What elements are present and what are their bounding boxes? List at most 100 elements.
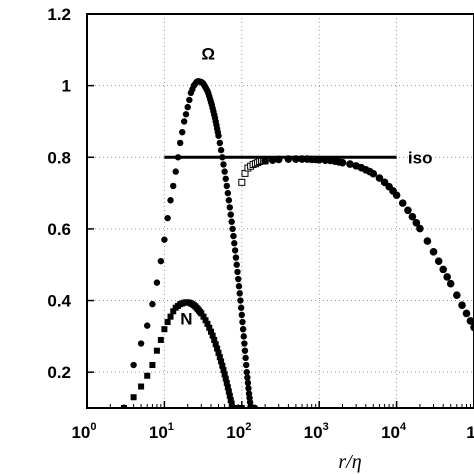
data-point <box>243 361 250 369</box>
data-point <box>241 340 248 347</box>
data-point <box>408 212 417 221</box>
data-point <box>153 347 160 354</box>
data-point <box>206 324 213 331</box>
data-point <box>130 394 137 401</box>
x-tick-label: 102 <box>226 421 251 442</box>
y-tick-label: 0.8 <box>47 148 71 167</box>
data-point <box>164 214 171 222</box>
data-point <box>223 379 230 386</box>
data-point <box>186 96 193 104</box>
data-point <box>338 158 347 167</box>
data-point <box>398 199 407 207</box>
x-tick-label: 101 <box>149 421 174 442</box>
data-point <box>235 283 243 290</box>
data-point <box>161 236 168 243</box>
data-point <box>220 367 227 374</box>
data-point <box>439 265 447 274</box>
data-point <box>392 191 401 200</box>
data-point <box>239 326 247 333</box>
data-point <box>238 178 246 186</box>
data-point <box>242 354 249 362</box>
data-point <box>369 169 378 178</box>
data-point <box>137 340 145 347</box>
data-point <box>232 254 240 261</box>
data-point <box>234 268 241 276</box>
data-point <box>416 224 424 233</box>
data-point <box>212 341 219 348</box>
data-point <box>200 313 207 320</box>
data-point <box>233 261 240 268</box>
x-tick-label: 104 <box>381 421 407 442</box>
data-point <box>235 275 242 283</box>
data-point <box>434 257 443 265</box>
data-point <box>412 219 421 227</box>
data-point <box>157 336 164 343</box>
data-point <box>375 174 384 182</box>
data-point <box>228 400 235 407</box>
data-point <box>443 273 451 281</box>
data-point <box>216 139 224 147</box>
y-tick-label: 0.6 <box>47 220 71 239</box>
data-point <box>429 248 438 256</box>
x-axis-title: r/η <box>338 451 361 473</box>
data-point <box>214 345 221 352</box>
data-point <box>239 318 246 326</box>
data-point <box>170 308 177 315</box>
data-point <box>198 310 205 317</box>
data-point <box>215 349 222 356</box>
data-point <box>157 257 165 265</box>
plot-frame <box>86 13 474 409</box>
data-point <box>221 168 228 175</box>
data-point <box>240 333 247 340</box>
x-tick-label: 100 <box>71 421 96 442</box>
data-point <box>215 132 222 139</box>
data-point <box>164 319 171 326</box>
data-point <box>182 111 190 118</box>
data-point <box>228 218 235 225</box>
x-tick-label: 103 <box>304 421 329 442</box>
series-circle <box>130 78 259 408</box>
data-point <box>179 129 186 136</box>
data-point <box>172 168 179 175</box>
data-point <box>224 189 232 197</box>
data-point <box>241 347 249 354</box>
data-point <box>144 322 151 329</box>
data-point <box>220 161 227 168</box>
data-point <box>404 206 412 215</box>
series-circle-small <box>261 155 474 332</box>
data-point <box>462 309 471 318</box>
annotation-label: iso <box>408 148 433 167</box>
data-point <box>458 301 466 310</box>
data-point <box>219 362 226 369</box>
data-point <box>149 362 156 369</box>
axis-ticks: 100 101 102 103 104 1 0.2 0.4 0.6 0.8 1 1.2 <box>47 5 474 442</box>
data-point <box>245 385 252 392</box>
data-point <box>231 247 239 254</box>
grid <box>87 14 474 408</box>
data-point <box>227 397 234 404</box>
data-point <box>202 317 209 324</box>
data-point <box>225 388 232 395</box>
data-point <box>216 354 223 361</box>
data-point <box>224 384 231 391</box>
data-point <box>161 326 168 333</box>
y-tick-label: 0.2 <box>47 363 71 382</box>
y-tick-label: 1.2 <box>47 5 71 24</box>
data-point <box>225 197 233 204</box>
data-point <box>204 320 211 327</box>
annotation-label: Ω <box>201 44 215 63</box>
data-point <box>261 157 269 165</box>
data-point <box>153 279 161 286</box>
annotation-label: N <box>180 309 192 328</box>
data-point <box>180 118 188 125</box>
data-point <box>222 175 229 182</box>
data-point <box>217 146 225 154</box>
data-point <box>218 358 225 365</box>
x-tick-label: 1 <box>466 423 474 442</box>
data-point <box>226 204 234 211</box>
data-point <box>176 139 184 147</box>
data-point <box>237 304 245 311</box>
data-point <box>167 313 174 320</box>
data-point <box>236 290 243 297</box>
